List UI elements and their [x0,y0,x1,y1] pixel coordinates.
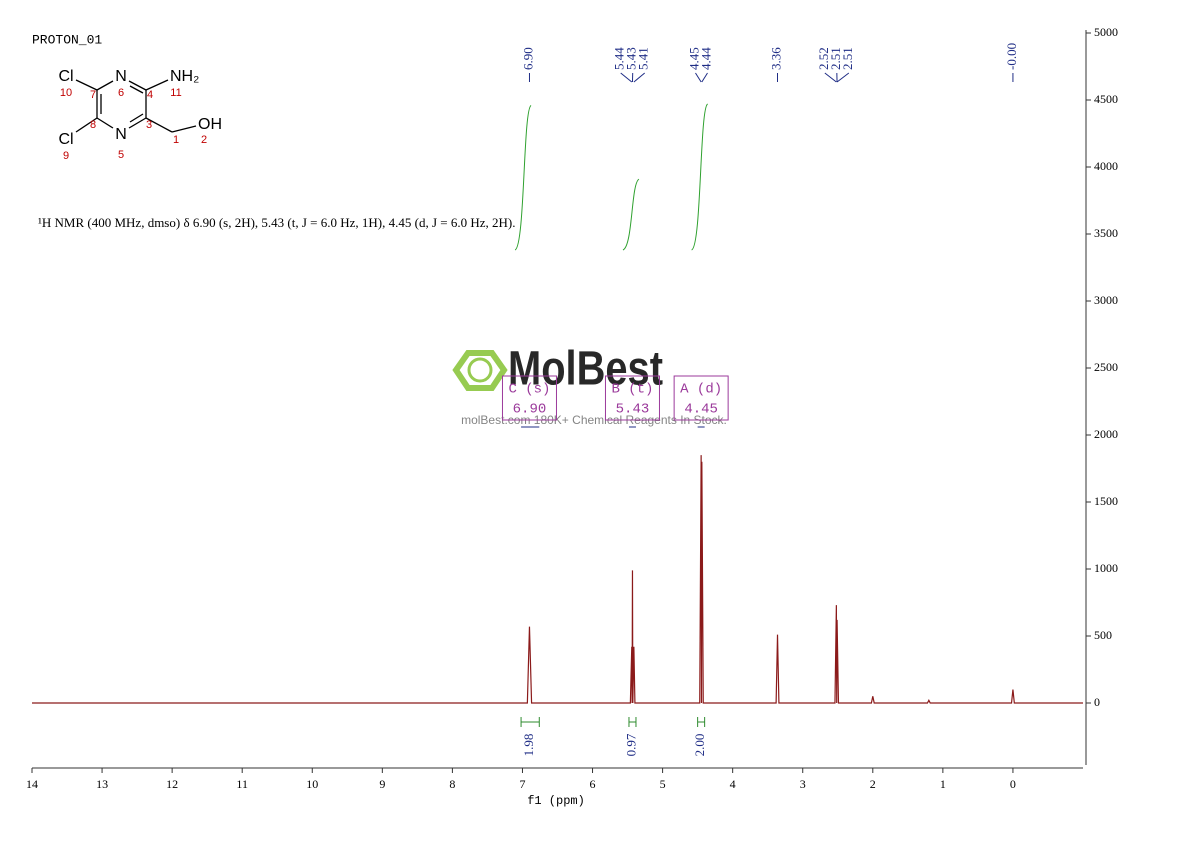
atom-number: 8 [90,119,96,131]
x-tick-label: 7 [519,777,525,791]
bond [145,117,173,133]
watermark-brand: MolBest [508,343,663,396]
y-tick-label: 5000 [1094,25,1118,39]
multiplet-name: C (s) [508,382,550,398]
bond [171,125,197,133]
peak-label: 5.43 [624,47,639,70]
atom: Cl [58,68,73,85]
integral-label: 2.00 [692,734,707,757]
x-tick-label: 2 [870,777,876,791]
integral-curve [622,178,640,251]
peak-label: 4.44 [698,47,713,70]
watermark-tagline: molBest.com 180K+ Chemical Reagents In S… [461,413,727,427]
atom: N [115,68,127,85]
watermark: MolBest molBest.com 180K+ Chemical Reage… [452,343,727,427]
y-tick-label: 2000 [1094,427,1118,441]
atom-number: 7 [90,89,96,101]
multiplet-box [501,375,557,421]
x-tick-label: 13 [96,777,108,791]
spectrum-line [32,455,1083,704]
multiplet-shift: 4.45 [684,402,718,418]
logo [467,357,493,383]
x-tick-label: 11 [236,777,248,791]
bond [129,113,144,123]
bond [96,117,114,129]
peak-label-leader [701,72,708,83]
y-tick-label: 3500 [1094,226,1118,240]
x-tick-label: 8 [449,777,455,791]
peak-label: 5.41 [636,47,651,70]
x-tick-label: 9 [379,777,385,791]
peak-label: 2.51 [828,47,843,70]
peak-label-leader [824,72,837,83]
peak-label-leader [695,72,702,83]
bond [75,117,98,133]
integral-curve [514,105,532,251]
atom-number: 9 [63,150,69,162]
y-tick-label: 2500 [1094,360,1118,374]
x-tick-label: 1 [940,777,946,791]
atom: N [115,126,127,143]
atom-number: 11 [170,87,181,99]
x-tick-label: 5 [660,777,666,791]
y-tick-label: 500 [1094,628,1112,642]
nmr-description: ¹H NMR (400 MHz, dmso) δ 6.90 (s, 2H), 5… [38,215,515,230]
y-tick-label: 4000 [1094,159,1118,173]
multiplet-name: A (d) [680,382,722,398]
atom-number: 6 [118,87,124,99]
peak-label: 6.90 [520,47,535,70]
x-tick-label: 14 [26,777,38,791]
x-tick-label: 4 [730,777,736,791]
peak-label: -0.00 [1004,43,1019,70]
atoms: Cl N NH₂ Cl N OH 10 7 6 4 11 8 3 9 5 1 2 [58,68,222,162]
atom-number: 5 [118,149,124,161]
bond [128,117,147,129]
peak-label: 2.51 [840,47,855,70]
atom: NH₂ [170,68,199,85]
bond [145,79,169,91]
atom-number: 1 [173,134,179,146]
y-tick-label: 4500 [1094,92,1118,106]
atom-number: 4 [147,89,153,101]
x-tick-label: 0 [1010,777,1016,791]
peak-label: 3.36 [768,47,783,70]
atom-number: 3 [146,119,152,131]
integral-label: 1.98 [521,734,536,757]
atom-number: 10 [60,87,72,99]
peak-label-leader [633,72,646,83]
bond [96,80,114,91]
peak-label: 2.52 [816,47,831,70]
structure [75,79,197,133]
integral-curve [691,103,709,251]
atom: Cl [58,131,73,148]
x-tick-label: 3 [800,777,806,791]
y-tick-label: 1000 [1094,561,1118,575]
x-tick-label: 12 [166,777,178,791]
multiplet-name: B (t) [611,382,653,398]
bond [75,79,98,91]
y-tick-label: 0 [1094,695,1100,709]
peak-label-leader [836,72,850,83]
peak-label-leader [620,72,633,83]
bond [129,85,144,94]
multiplet-box [673,375,729,421]
y-tick-label: 1500 [1094,494,1118,508]
multiplet-box [604,375,660,421]
peak-label: 4.45 [686,47,701,70]
x-tick-label: 10 [306,777,318,791]
peak-label: 5.44 [612,47,627,70]
multiplet-shift: 6.90 [513,402,547,418]
atom-number: 2 [201,134,207,146]
logo [452,350,508,391]
y-tick-label: 3000 [1094,293,1118,307]
bond [128,80,147,91]
x-tick-label: 6 [590,777,596,791]
x-axis-label: f1 (ppm) [527,794,585,808]
multiplet-shift: 5.43 [616,402,650,418]
integral-label: 0.97 [623,733,638,756]
atom: OH [198,116,222,133]
chart-title: PROTON_01 [32,32,102,47]
